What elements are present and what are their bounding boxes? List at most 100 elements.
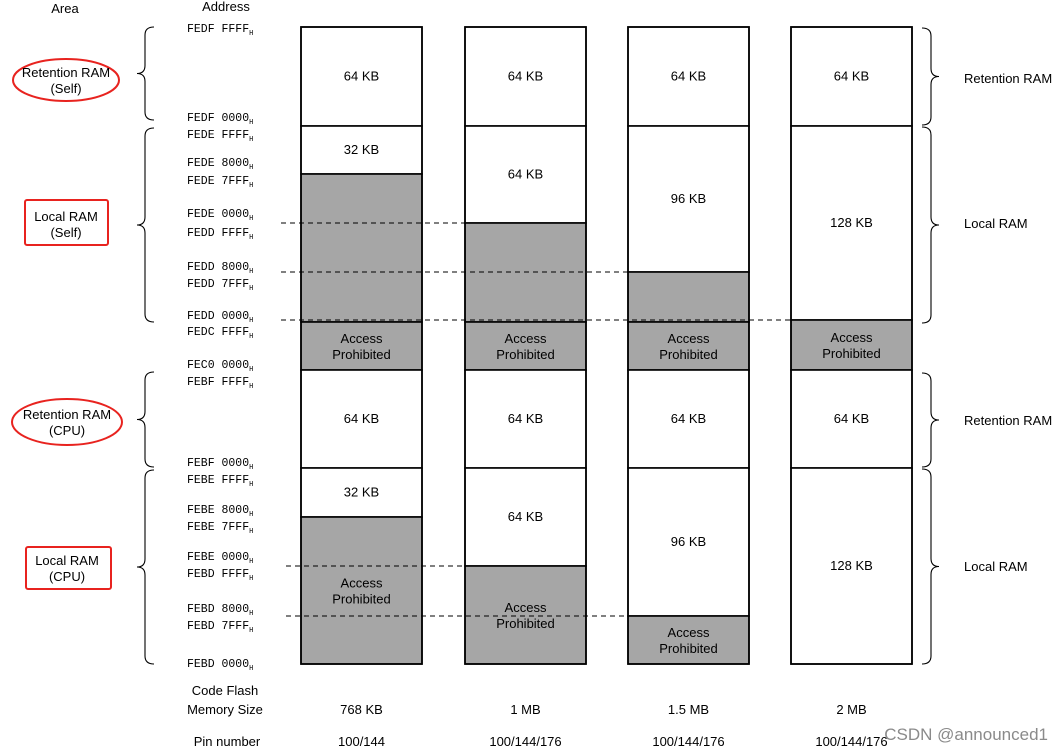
right-brace xyxy=(921,372,940,468)
left-brace xyxy=(136,469,155,665)
memory-block xyxy=(464,467,587,567)
red-highlight-box xyxy=(24,199,109,246)
area-label-line2: (CPU) xyxy=(49,423,85,438)
csdn-watermark: CSDN @announced1 xyxy=(884,725,1048,744)
block-size-label: 64 KB xyxy=(671,411,706,426)
area-header: Area xyxy=(51,1,79,16)
column-frame xyxy=(790,26,913,665)
block-label: Access xyxy=(831,330,873,345)
memory-size-label: Memory Size xyxy=(187,702,263,717)
memory-block xyxy=(300,26,423,127)
left-brace xyxy=(136,26,155,121)
block-label: Prohibited xyxy=(659,641,718,656)
address-label: FEDE FFFFH xyxy=(187,129,253,144)
address-label: FEBE 8000H xyxy=(187,504,253,519)
address-label: FEDD 8000H xyxy=(187,261,253,276)
address-label: FEBE 0000H xyxy=(187,551,253,566)
left-area-label: Local RAM(Self) xyxy=(24,199,109,246)
area-label-line2: (Self) xyxy=(50,81,81,96)
pin-number-label: Pin number xyxy=(194,734,261,749)
address-label: FEDD 7FFFH xyxy=(187,278,253,293)
address-label: FEDE 0000H xyxy=(187,208,253,223)
column-frame xyxy=(300,26,423,665)
address-label: FEBD 8000H xyxy=(187,603,253,618)
block-size-label: 128 KB xyxy=(830,215,873,230)
address-label: FEDE 8000H xyxy=(187,157,253,172)
memory-block xyxy=(627,467,750,617)
address-label: FEBE FFFFH xyxy=(187,474,253,489)
left-area-label: Retention RAM(Self) xyxy=(12,58,120,102)
block-label: Access xyxy=(505,600,547,615)
memory-block xyxy=(627,369,750,469)
block-label: Access xyxy=(505,331,547,346)
address-label: FEDD 0000H xyxy=(187,310,253,325)
block-label: Prohibited xyxy=(496,347,555,362)
red-highlight-ellipse xyxy=(11,398,123,446)
address-label: FEBD 0000H xyxy=(187,658,253,673)
memory-block xyxy=(300,125,423,175)
block-label: Prohibited xyxy=(332,347,391,362)
block-size-label: 64 KB xyxy=(344,411,379,426)
area-label-line1: Retention RAM xyxy=(23,407,111,422)
address-label: FEDF FFFFH xyxy=(187,23,253,38)
memory-size-value: 1 MB xyxy=(510,702,540,717)
right-area-label: Local RAM xyxy=(964,559,1028,574)
block-size-label: 32 KB xyxy=(344,142,379,157)
address-label: FEDC FFFFH xyxy=(187,326,253,341)
pin-number-value: 100/144 xyxy=(338,734,385,749)
prohibited-block xyxy=(300,173,423,323)
block-label: Prohibited xyxy=(659,347,718,362)
prohibited-block xyxy=(464,565,587,665)
block-label: Prohibited xyxy=(822,346,881,361)
block-label: Access xyxy=(668,331,710,346)
code-flash-label: Code Flash xyxy=(192,683,258,698)
block-size-label: 96 KB xyxy=(671,191,706,206)
memory-size-value: 1.5 MB xyxy=(668,702,709,717)
memory-size-value: 2 MB xyxy=(836,702,866,717)
address-header: Address xyxy=(202,0,250,14)
block-label: Access xyxy=(668,625,710,640)
block-size-label: 32 KB xyxy=(344,485,379,500)
address-label: FEBF FFFFH xyxy=(187,376,253,391)
memory-block xyxy=(300,369,423,469)
block-size-label: 64 KB xyxy=(508,509,543,524)
prohibited-block xyxy=(627,271,750,323)
block-size-label: 64 KB xyxy=(344,69,379,84)
right-area-label: Retention RAM xyxy=(964,71,1052,86)
red-highlight-box xyxy=(25,546,112,590)
address-label: FEDD FFFFH xyxy=(187,227,253,242)
address-label: FEDF 0000H xyxy=(187,112,253,127)
address-label: FEBE 7FFFH xyxy=(187,521,253,536)
prohibited-block xyxy=(300,321,423,371)
block-size-label: 128 KB xyxy=(830,558,873,573)
address-label: FEBD FFFFH xyxy=(187,568,253,583)
right-brace xyxy=(921,468,940,665)
block-size-label: 64 KB xyxy=(508,411,543,426)
area-label-line1: Retention RAM xyxy=(22,65,110,80)
right-brace xyxy=(921,27,940,126)
block-label: Access xyxy=(341,331,383,346)
memory-size-value: 768 KB xyxy=(340,702,383,717)
prohibited-block xyxy=(300,516,423,665)
block-size-label: 64 KB xyxy=(671,69,706,84)
right-area-label: Retention RAM xyxy=(964,413,1052,428)
right-brace xyxy=(921,126,940,324)
pin-number-value: 100/144/176 xyxy=(652,734,724,749)
left-brace xyxy=(136,371,155,468)
area-label-line2: (Self) xyxy=(50,225,81,240)
prohibited-block xyxy=(627,615,750,665)
area-label-line1: Local RAM xyxy=(34,209,98,224)
block-label: Prohibited xyxy=(496,616,555,631)
block-label: Prohibited xyxy=(332,592,391,607)
right-area-label: Local RAM xyxy=(964,216,1028,231)
address-label: FEDE 7FFFH xyxy=(187,175,253,190)
area-label-line2: (CPU) xyxy=(49,569,85,584)
prohibited-block xyxy=(790,319,913,371)
left-area-label: Local RAM(CPU) xyxy=(25,546,112,590)
address-label: FEBF 0000H xyxy=(187,457,253,472)
left-area-label: Retention RAM(CPU) xyxy=(11,398,123,446)
